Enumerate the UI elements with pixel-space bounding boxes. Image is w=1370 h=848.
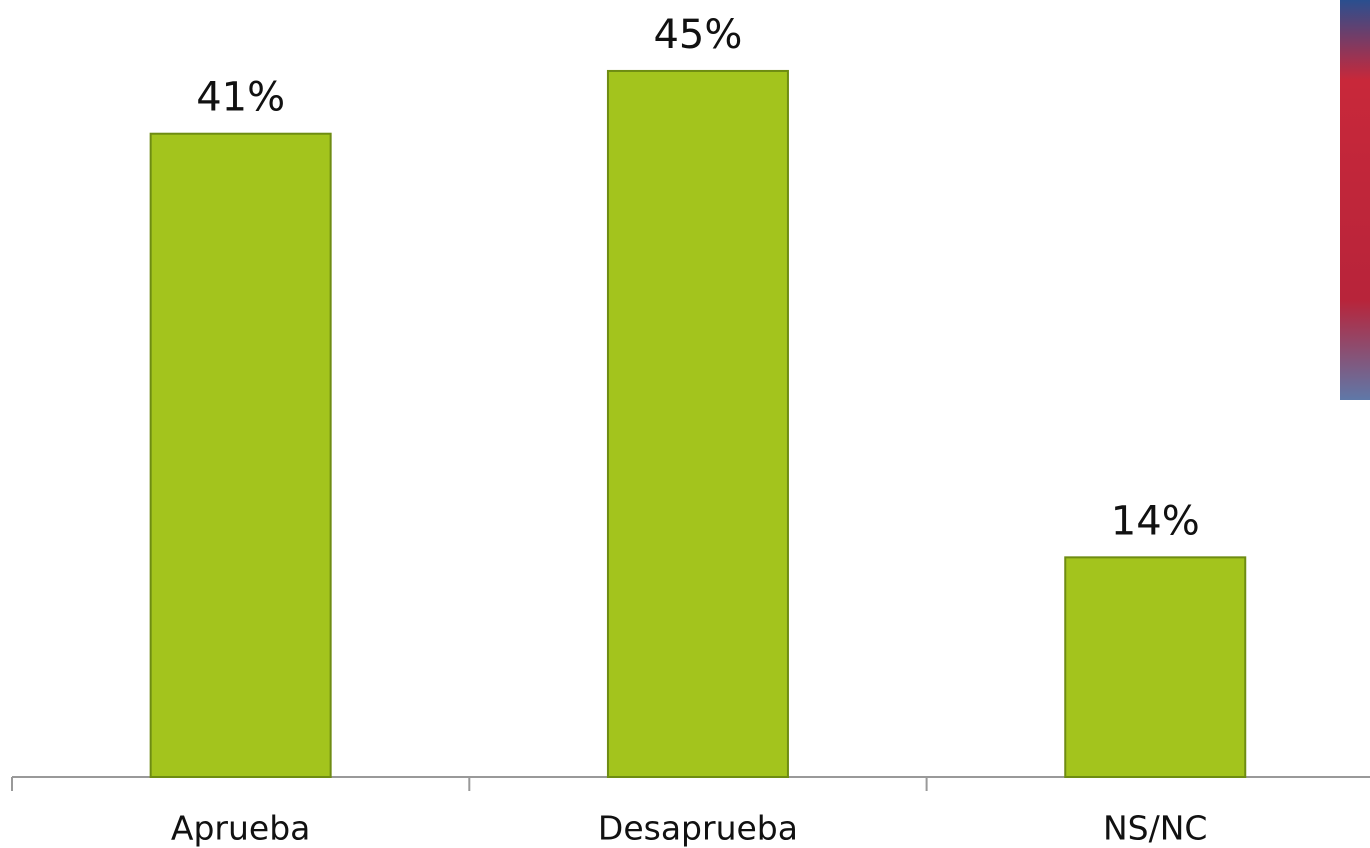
value-label: 14% (1111, 498, 1200, 544)
value-label: 45% (653, 12, 742, 58)
x-tick-label: Aprueba (171, 809, 310, 848)
bar (606, 69, 789, 778)
bar (1064, 556, 1247, 779)
corner-photo (1340, 0, 1370, 400)
x-tick-label: NS/NC (1103, 809, 1207, 848)
x-tick-label: Desaprueba (598, 809, 798, 848)
value-label: 41% (196, 75, 285, 121)
bar (149, 132, 332, 778)
